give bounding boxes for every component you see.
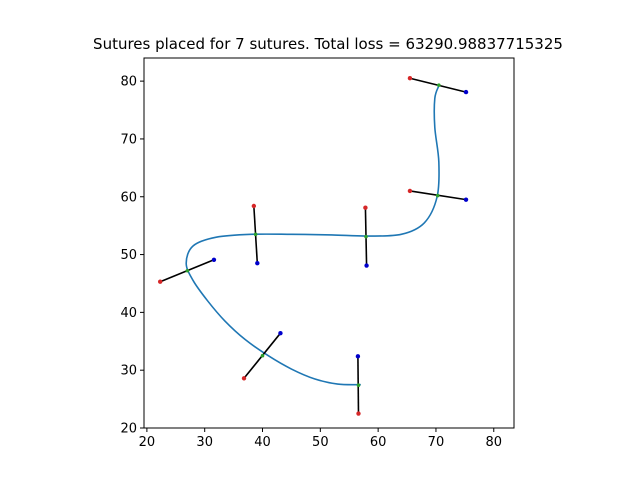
y-tick-label: 40	[120, 306, 137, 321]
y-tick-label: 20	[120, 422, 137, 437]
suture-start-point	[356, 411, 361, 416]
suture-1	[407, 76, 469, 95]
suture-end-point	[364, 263, 369, 268]
x-tick-label: 80	[485, 435, 502, 450]
x-tick-label: 60	[370, 435, 387, 450]
suture-7	[355, 354, 361, 416]
suture-4	[251, 203, 260, 266]
suture-end-point	[255, 261, 260, 266]
suture-start-point	[157, 279, 163, 284]
chart-title: Sutures placed for 7 sutures. Total loss…	[93, 35, 563, 53]
suture-3	[363, 205, 369, 268]
x-tick-label: 70	[428, 435, 445, 450]
x-tick-label: 50	[312, 435, 329, 450]
suture-start-point	[251, 203, 257, 209]
suture-end-point	[211, 257, 217, 262]
y-tick-label: 70	[120, 132, 137, 147]
suture-start-point	[407, 188, 413, 194]
suture-5	[157, 257, 217, 284]
y-tick-label: 80	[120, 75, 137, 90]
y-tick-label: 30	[120, 364, 137, 379]
x-tick-label: 40	[254, 435, 271, 450]
suture-center-point	[435, 193, 440, 198]
suture-end-point	[355, 354, 361, 359]
x-axis: 20 30 40 50 60 70 80	[139, 428, 502, 450]
suture-start-point	[407, 76, 413, 81]
suture-center-point	[253, 232, 258, 237]
suture-end-point	[463, 89, 469, 95]
suture-2	[407, 188, 469, 202]
y-tick-label: 50	[120, 248, 137, 263]
suture-end-point	[278, 330, 283, 336]
suture-center-point	[364, 234, 368, 239]
suture-start-point	[241, 376, 247, 381]
axes-frame	[143, 57, 515, 429]
suture-center-point	[185, 268, 190, 273]
wound-curve	[185, 85, 440, 386]
suture-center-point	[437, 83, 441, 87]
suture-start-point	[363, 205, 368, 210]
x-tick-label: 20	[139, 435, 156, 450]
y-tick-label: 60	[120, 190, 137, 205]
plot-area: 20 30 40 50 60 70 80 20 30 40 50 60 70 80	[120, 57, 515, 450]
suture-center-point	[260, 353, 265, 358]
y-axis: 20 30 40 50 60 70 80	[120, 75, 144, 437]
curve-layer	[185, 85, 440, 386]
suture-6	[241, 330, 283, 381]
suture-center-point	[356, 383, 361, 388]
x-tick-label: 30	[196, 435, 213, 450]
suture-layer	[157, 76, 469, 416]
suture-end-point	[463, 197, 469, 202]
